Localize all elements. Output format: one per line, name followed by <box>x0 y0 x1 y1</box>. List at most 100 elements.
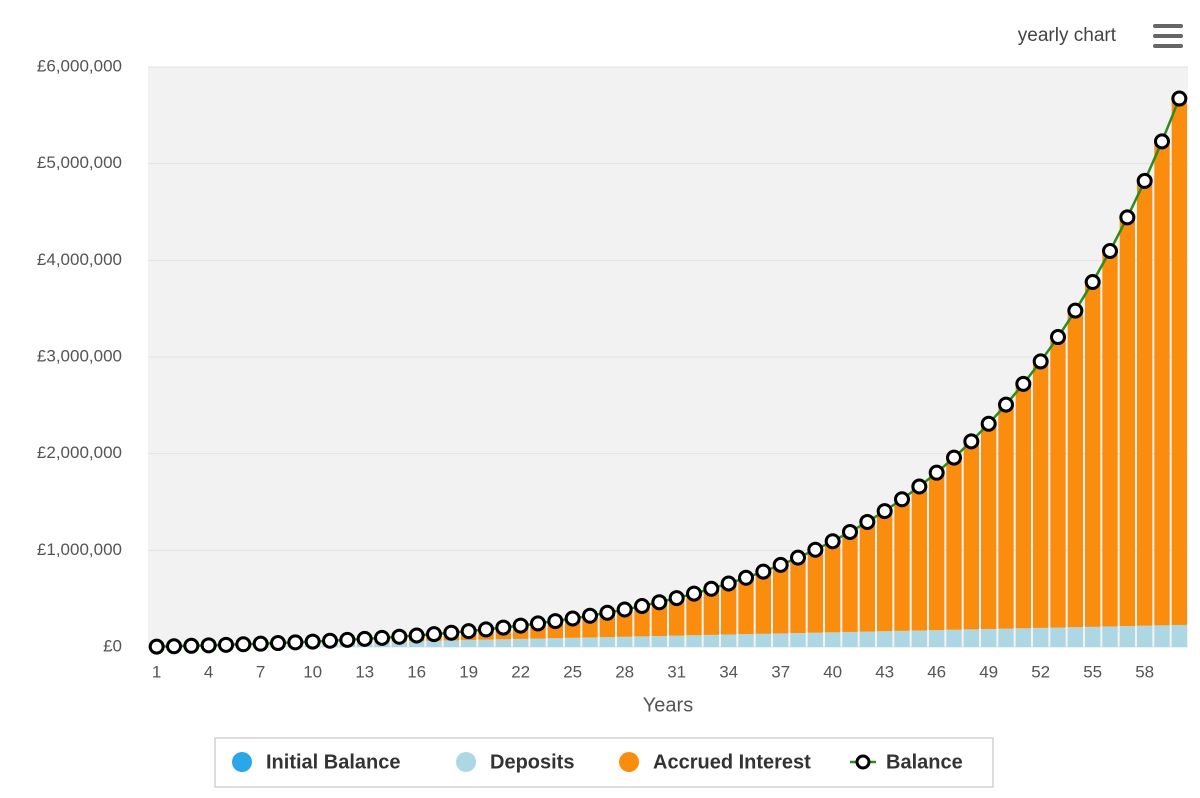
bar-segment <box>1067 627 1083 647</box>
line-marker <box>1067 302 1084 319</box>
bar-segment <box>842 631 858 647</box>
bar-segment <box>998 628 1014 647</box>
y-tick-label: £5,000,000 <box>37 153 122 172</box>
legend-item[interactable]: Initial Balance <box>232 751 401 773</box>
bar-segment <box>790 633 806 647</box>
line-marker <box>1102 243 1118 260</box>
line-marker <box>304 633 321 650</box>
bar-segment <box>1015 628 1031 647</box>
bar-segment <box>807 549 823 633</box>
line-marker <box>270 635 286 652</box>
bar-segment <box>634 636 650 647</box>
line-marker <box>911 478 928 495</box>
bar-segment <box>877 511 893 632</box>
line-marker <box>980 415 997 432</box>
line-marker <box>772 556 789 573</box>
line-marker <box>738 569 754 586</box>
line-marker <box>547 613 564 630</box>
line-marker <box>946 449 962 466</box>
line-marker <box>166 638 182 655</box>
line-marker <box>1084 274 1101 291</box>
line-marker <box>720 575 737 592</box>
x-axis-title: Years <box>643 694 693 716</box>
legend-label: Initial Balance <box>266 751 401 773</box>
x-tick-label: 34 <box>719 662 738 681</box>
x-tick-label: 16 <box>407 662 426 681</box>
line-marker <box>443 624 460 641</box>
x-tick-label: 4 <box>204 662 213 681</box>
line-marker <box>634 598 650 615</box>
line-marker <box>1154 133 1170 150</box>
y-tick-label: £4,000,000 <box>37 250 122 269</box>
bar-segment <box>721 583 737 635</box>
line-marker <box>582 607 598 624</box>
line-marker <box>1015 375 1032 392</box>
line-marker <box>408 627 425 644</box>
context-menu-label[interactable]: yearly chart <box>1018 25 1117 46</box>
bar-segment <box>1137 625 1153 647</box>
line-marker <box>1032 353 1049 370</box>
legend-item[interactable]: Accrued Interest <box>619 751 811 773</box>
bar-segment <box>409 641 425 647</box>
bar-segment <box>651 602 667 636</box>
line-marker <box>928 464 945 481</box>
bar-segment <box>1154 625 1170 647</box>
legend-item[interactable]: Balance <box>850 751 963 773</box>
bar-segment <box>1050 337 1066 628</box>
bar-segment <box>773 633 789 647</box>
bar-segment <box>1067 310 1083 628</box>
line-marker <box>876 503 893 520</box>
y-tick-label: £1,000,000 <box>37 540 122 559</box>
bar-segment <box>894 499 910 631</box>
line-marker <box>374 629 390 646</box>
menu-bar <box>1153 44 1183 48</box>
x-tick-label: 52 <box>1031 662 1050 681</box>
bar-segment <box>998 404 1014 629</box>
bar-segment <box>911 630 927 647</box>
bar-segment <box>842 531 858 632</box>
bar-segment <box>859 521 875 632</box>
bar-segment <box>946 629 962 647</box>
bar-segment <box>790 557 806 634</box>
line-marker <box>356 630 373 647</box>
line-marker <box>322 632 338 649</box>
bar-segment <box>1171 98 1187 625</box>
line-marker <box>703 580 720 597</box>
x-tick-label: 10 <box>303 662 322 681</box>
menu-button[interactable] <box>1153 24 1183 48</box>
bar-segment <box>686 635 702 647</box>
bar-segment <box>877 631 893 647</box>
bar-segment <box>738 577 754 635</box>
x-tick-label: 49 <box>979 662 998 681</box>
x-tick-label: 28 <box>615 662 634 681</box>
line-marker <box>391 628 408 645</box>
bar-segment <box>1050 627 1066 647</box>
line-marker <box>530 615 546 632</box>
x-tick-label: 58 <box>1135 662 1154 681</box>
line-marker <box>807 541 824 558</box>
menu-bar <box>1153 24 1183 28</box>
bar-segment <box>859 631 875 647</box>
line-marker <box>200 637 217 654</box>
bar-segment <box>755 633 771 647</box>
line-marker <box>668 590 685 607</box>
legend-item[interactable]: Deposits <box>456 751 574 773</box>
bar-segment <box>478 639 494 647</box>
line-marker <box>1119 209 1136 226</box>
bar-segment <box>1102 626 1118 647</box>
line-marker <box>1050 329 1066 346</box>
bar-segment <box>686 593 702 636</box>
line-marker <box>564 610 581 627</box>
legend-label: Accrued Interest <box>653 751 811 773</box>
legend-marker <box>456 752 476 772</box>
legend-label: Deposits <box>490 751 574 773</box>
x-tick-label: 25 <box>563 662 582 681</box>
y-tick-label: £0 <box>103 636 122 655</box>
legend-label: Balance <box>886 751 963 773</box>
line-marker <box>426 626 442 643</box>
line-marker <box>460 623 477 640</box>
bar-segment <box>929 630 945 647</box>
bar-segment <box>669 635 685 647</box>
line-marker <box>651 594 668 611</box>
